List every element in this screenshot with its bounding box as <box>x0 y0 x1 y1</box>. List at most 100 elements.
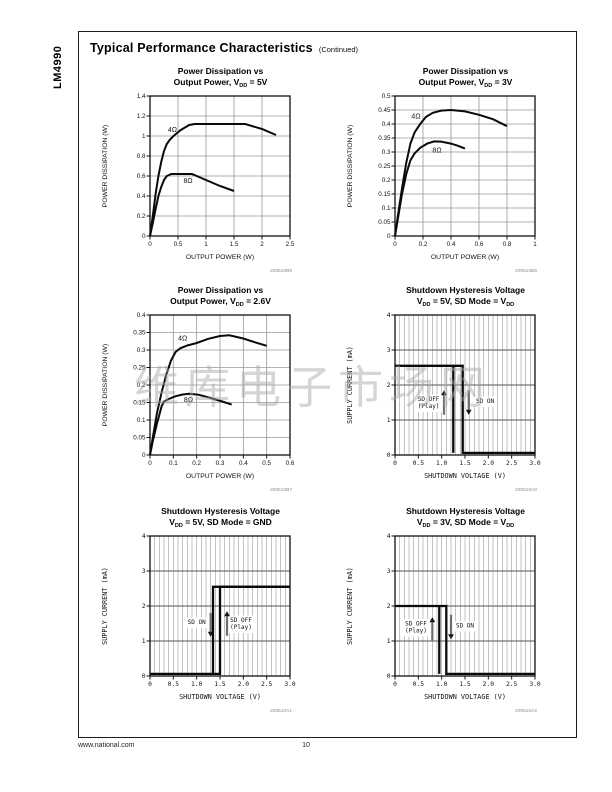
x-tick-label: 1.5 <box>214 681 226 688</box>
y-tick-label: 0.1 <box>382 205 391 212</box>
chart-svg-pd-vdd-2p6v: 4Ω 8Ω 0 0.1 0.2 0.3 0.4 0.5 0.6 0 0.05 0.1 0.15 0.2 0.… <box>102 312 295 493</box>
y-tick-label: 1 <box>142 638 146 645</box>
curve-trace-0 <box>395 364 535 455</box>
x-tick-label: 3.0 <box>529 460 541 467</box>
x-tick-label: 2.0 <box>238 681 250 688</box>
annotation-bg <box>227 615 255 633</box>
x-axis-title: SHUTDOWN VOLTAGE (V) <box>424 693 506 701</box>
arrow-up-head-icon <box>224 611 230 617</box>
chart-title-text: = 3V <box>492 77 513 87</box>
figure-code: 200510B7 <box>270 487 292 493</box>
annotation-text: (Play) <box>418 403 440 410</box>
y-tick-label: 1 <box>387 417 391 424</box>
chart-title-text: Shutdown Hysteresis Voltage <box>406 285 525 295</box>
y-tick-label: 4 <box>387 312 391 319</box>
x-tick-label: 0.5 <box>413 681 425 688</box>
chart-title: Shutdown Hysteresis Voltage VDD = 3V, SD … <box>325 506 570 530</box>
chart-title-text: V <box>416 296 423 306</box>
x-tick-label: 1.0 <box>436 681 448 688</box>
figure-code: 200510B6 <box>515 268 537 274</box>
annotation-text: (Play) <box>405 628 427 635</box>
y-tick-label: 0.25 <box>378 163 391 170</box>
x-tick-label: 0.5 <box>174 241 183 248</box>
arrow-down-head-icon <box>448 634 454 640</box>
x-tick-label: 0.6 <box>475 241 484 248</box>
section-continued: (Continued) <box>318 45 359 54</box>
y-tick-label: 4 <box>142 533 146 540</box>
x-tick-label: 0 <box>393 681 397 688</box>
curve-8Ω <box>149 392 233 456</box>
y-tick-label: 1 <box>142 133 146 140</box>
x-axis-title: OUTPUT POWER (W) <box>186 473 254 480</box>
content-border <box>78 31 577 738</box>
chart-title: Power Dissipation vs Output Power, VDD = … <box>325 66 570 90</box>
chart-title-text: DD <box>506 522 515 529</box>
chart-title: Power Dissipation vs Output Power, VDD = … <box>80 285 325 309</box>
y-tick-label: 0.2 <box>382 177 391 184</box>
y-axis-title: POWER DISSIPATION (W) <box>347 125 354 207</box>
section-title: Typical Performance Characteristics <box>90 41 313 55</box>
y-tick-label: 1 <box>387 638 391 645</box>
y-tick-label: 1.4 <box>137 93 146 100</box>
x-tick-label: 1 <box>533 241 537 248</box>
y-tick-label: 0.5 <box>382 93 391 100</box>
y-axis-title: SUPPLY CURRENT (mA) <box>101 567 109 645</box>
y-tick-label: 0 <box>387 452 391 459</box>
part-number-vertical: LM4990 <box>52 45 64 89</box>
y-tick-label: 0.2 <box>137 213 146 220</box>
series-label: 4Ω <box>178 336 187 343</box>
x-tick-label: 2.5 <box>261 681 273 688</box>
x-tick-label: 0.2 <box>192 460 201 467</box>
annotation-text: (Play) <box>230 624 252 631</box>
annotation-text: SD ON <box>188 619 206 626</box>
plot-border <box>149 95 291 237</box>
chart-pd-vdd-2p6v: Power Dissipation vs Output Power, VDD = … <box>80 285 325 497</box>
figure-code: 200510A0 <box>515 487 537 493</box>
chart-title-text: Shutdown Hysteresis Voltage <box>406 506 525 516</box>
x-tick-label: 0 <box>393 460 397 467</box>
arrow-down-head-icon <box>465 409 472 415</box>
x-axis-title: SHUTDOWN VOLTAGE (V) <box>179 693 261 701</box>
x-tick-label: 0.3 <box>216 460 225 467</box>
x-tick-label: 2.5 <box>286 241 295 248</box>
y-tick-label: 0 <box>387 233 391 240</box>
y-tick-label: 0.15 <box>378 191 391 198</box>
x-tick-label: 0.2 <box>419 241 428 248</box>
y-tick-label: 0 <box>387 673 391 680</box>
x-axis-title: OUTPUT POWER (W) <box>186 254 254 261</box>
annotation-text: SD OFF <box>230 617 252 624</box>
y-tick-label: 0 <box>142 452 146 459</box>
x-tick-label: 0.4 <box>447 241 456 248</box>
chart-title-text: = 3V, SD Mode = V <box>430 517 507 527</box>
x-tick-label: 0 <box>148 460 152 467</box>
y-tick-label: 2 <box>142 603 146 610</box>
y-tick-label: 0 <box>142 673 146 680</box>
x-tick-label: 2.0 <box>483 681 495 688</box>
curve-8Ω <box>394 140 466 237</box>
chart-title-text: DD <box>235 301 244 308</box>
chart-title-text: DD <box>506 301 515 308</box>
chart-title-text: DD <box>422 522 431 529</box>
x-tick-label: 0 <box>393 241 397 248</box>
x-tick-label: 0.5 <box>413 460 425 467</box>
chart-title-text: V <box>416 517 423 527</box>
figure-code: 200510A1 <box>270 708 292 714</box>
y-tick-label: 0.4 <box>382 121 391 128</box>
x-tick-label: 1.5 <box>459 460 471 467</box>
series-label: 8Ω <box>184 178 193 185</box>
y-tick-label: 0.35 <box>378 135 391 142</box>
figure-code: 200510B5 <box>270 268 292 274</box>
annotation-bg <box>402 619 430 637</box>
x-tick-label: 1.5 <box>459 681 471 688</box>
x-tick-label: 2.0 <box>483 460 495 467</box>
y-tick-label: 0.1 <box>137 417 146 424</box>
footer-url: www.national.com <box>78 742 135 749</box>
y-tick-label: 3 <box>387 347 391 354</box>
x-tick-label: 2.5 <box>506 681 518 688</box>
chart-svg-sd-hyst-5v-vdd: SD OFF(Play) SD ON 0 0.5 1.0 1.5 2.0 2.5 3.0 0 1 2 3… <box>346 312 541 493</box>
chart-title: Shutdown Hysteresis Voltage VDD = 5V, SD … <box>80 506 325 530</box>
curve-trace-1 <box>211 585 290 674</box>
y-tick-label: 0.35 <box>133 330 146 337</box>
y-axis-title: SUPPLY CURRENT (mA) <box>346 567 354 645</box>
annotation-text: SD OFF <box>418 396 440 403</box>
